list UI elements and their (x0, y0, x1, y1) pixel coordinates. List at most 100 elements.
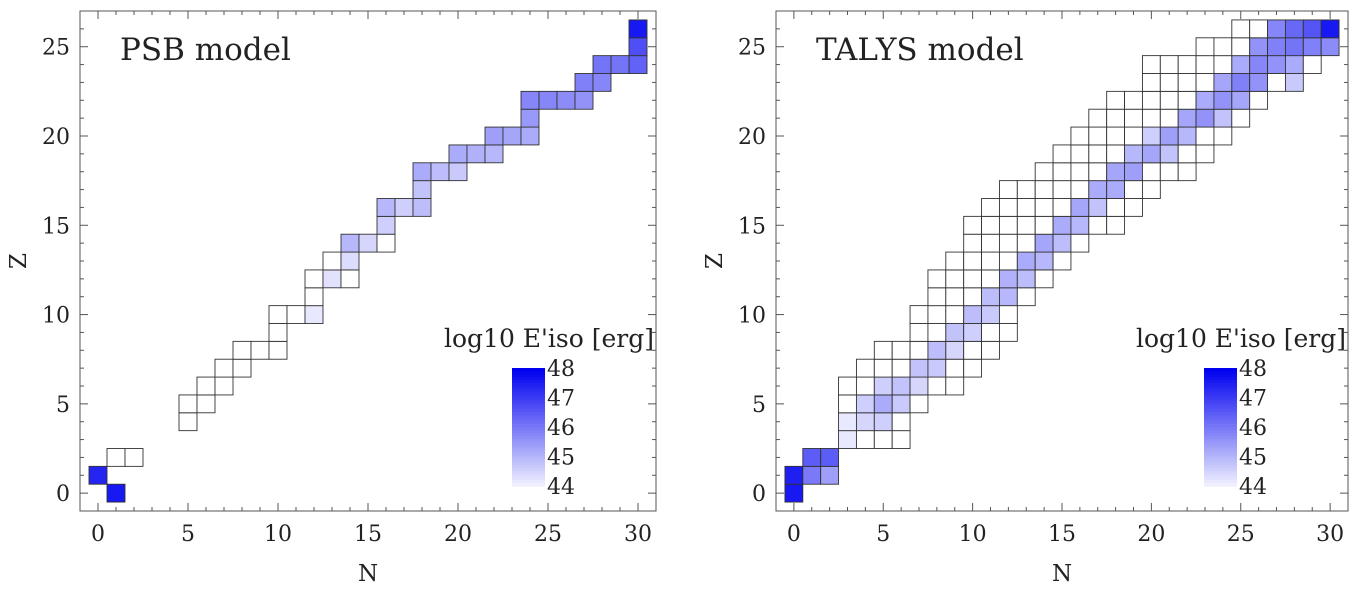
legend-swatch (1204, 388, 1237, 393)
cell-n16-z16 (1070, 198, 1090, 217)
cell-n4-z7 (855, 358, 875, 378)
cell-n13-z16 (1016, 198, 1036, 217)
y-tick-label: 0 (752, 482, 766, 507)
cell-n16-z14 (376, 233, 396, 253)
cell-n17-z21 (1088, 108, 1108, 128)
cell-n3-z5 (838, 394, 857, 414)
cell-n16-z15 (376, 215, 396, 235)
cell-n17-z15 (1088, 215, 1108, 235)
legend-tick-label: 44 (547, 475, 575, 500)
cell-n17-z19 (1088, 144, 1108, 164)
legend-swatch (1204, 435, 1237, 440)
cell-n14-z15 (1034, 215, 1054, 235)
cell-n20-z17 (1141, 180, 1161, 199)
cell-n25-z23 (1231, 73, 1251, 92)
x-tick-label: 20 (444, 522, 472, 547)
cell-n27-z26 (1267, 19, 1286, 39)
legend-swatch (512, 456, 545, 461)
cell-n7-z6 (214, 376, 234, 396)
cell-n10-z10 (963, 305, 983, 324)
legend-swatch (512, 397, 545, 402)
legend-tick-label: 48 (1239, 357, 1267, 382)
cell-n5-z3 (873, 430, 893, 449)
cell-n17-z17 (1088, 180, 1108, 199)
cell-n23-z20 (1195, 126, 1215, 146)
cell-n14-z13 (1034, 251, 1054, 271)
cell-n3-z3 (838, 430, 857, 449)
cell-n1-z2 (802, 448, 822, 467)
cell-n17-z18 (1088, 162, 1108, 182)
legend-swatch (1204, 462, 1237, 466)
cell-n12-z11 (998, 287, 1018, 307)
cell-n25-z22 (1231, 90, 1251, 110)
cell-n10-z9 (268, 323, 288, 342)
cell-n18-z21 (1106, 108, 1126, 128)
cell-n19-z16 (1124, 198, 1143, 217)
cell-n6-z5 (196, 394, 216, 414)
cell-n23-z24 (1195, 55, 1215, 74)
cell-n15-z14 (358, 233, 378, 253)
cell-n27-z24 (1267, 55, 1286, 74)
cell-n24-z24 (1213, 55, 1233, 74)
cell-n25-z25 (1231, 37, 1251, 57)
legend-swatch (512, 468, 545, 472)
legend-swatch (512, 462, 545, 466)
cell-n5-z7 (873, 358, 893, 378)
cell-n15-z17 (1052, 180, 1072, 199)
cell-n21-z20 (1159, 126, 1179, 146)
legend-swatch (512, 465, 545, 469)
cell-n23-z25 (1195, 37, 1215, 57)
cell-n15-z18 (1052, 162, 1072, 182)
panel-title: PSB model (120, 32, 291, 68)
cell-n27-z25 (1267, 37, 1286, 57)
cell-n26-z22 (556, 90, 576, 110)
cell-n16-z16 (376, 198, 396, 217)
cell-n12-z10 (998, 305, 1018, 324)
x-tick-label: 0 (91, 522, 105, 547)
cell-n17-z16 (394, 198, 414, 217)
cell-n2-z2 (820, 448, 840, 467)
panel-title: TALYS model (816, 32, 1024, 68)
cell-n23-z22 (1195, 90, 1215, 110)
cell-n24-z20 (520, 126, 540, 146)
heatmap-cells (88, 19, 648, 503)
cell-n20-z19 (448, 144, 468, 164)
cell-n18-z16 (1106, 198, 1126, 217)
cell-n22-z24 (1177, 55, 1197, 74)
cell-n23-z19 (1195, 144, 1215, 164)
cell-n21-z22 (1159, 90, 1179, 110)
x-axis-label: N (358, 561, 378, 586)
legend-swatch (1204, 382, 1237, 387)
legend-swatch (1204, 397, 1237, 402)
cell-n1-z0 (106, 483, 126, 503)
cell-n7-z5 (909, 394, 929, 414)
legend-swatch (512, 453, 545, 458)
y-tick-label: 5 (56, 393, 70, 418)
x-axis-label: N (1052, 561, 1072, 586)
legend-swatch (1204, 427, 1237, 431)
cell-n13-z15 (1016, 215, 1036, 235)
cell-n11-z14 (981, 233, 1000, 253)
legend: log10 E'iso [erg] 48 47 46 45 44 (444, 324, 654, 500)
legend-swatch (1204, 456, 1237, 461)
cell-n19-z21 (1124, 108, 1143, 128)
cell-n12-z15 (998, 215, 1018, 235)
cell-n14-z17 (1034, 180, 1054, 199)
cell-n14-z16 (1034, 198, 1054, 217)
cell-n22-z19 (1177, 144, 1197, 164)
cell-n20-z20 (1141, 126, 1161, 146)
cell-n5-z8 (873, 340, 893, 360)
cell-n24-z22 (520, 90, 540, 110)
cell-n21-z23 (1159, 73, 1179, 92)
cell-n22-z18 (1177, 162, 1197, 182)
cell-n20-z21 (1141, 108, 1161, 128)
legend-swatch (1204, 370, 1237, 375)
y-tick-label: 20 (42, 125, 70, 150)
cell-n12-z13 (998, 251, 1018, 271)
cell-n4-z3 (855, 430, 875, 449)
legend-swatch (512, 438, 545, 443)
cell-n30-z26 (628, 19, 648, 39)
legend-swatch (1204, 385, 1237, 390)
cell-n11-z16 (981, 198, 1000, 217)
